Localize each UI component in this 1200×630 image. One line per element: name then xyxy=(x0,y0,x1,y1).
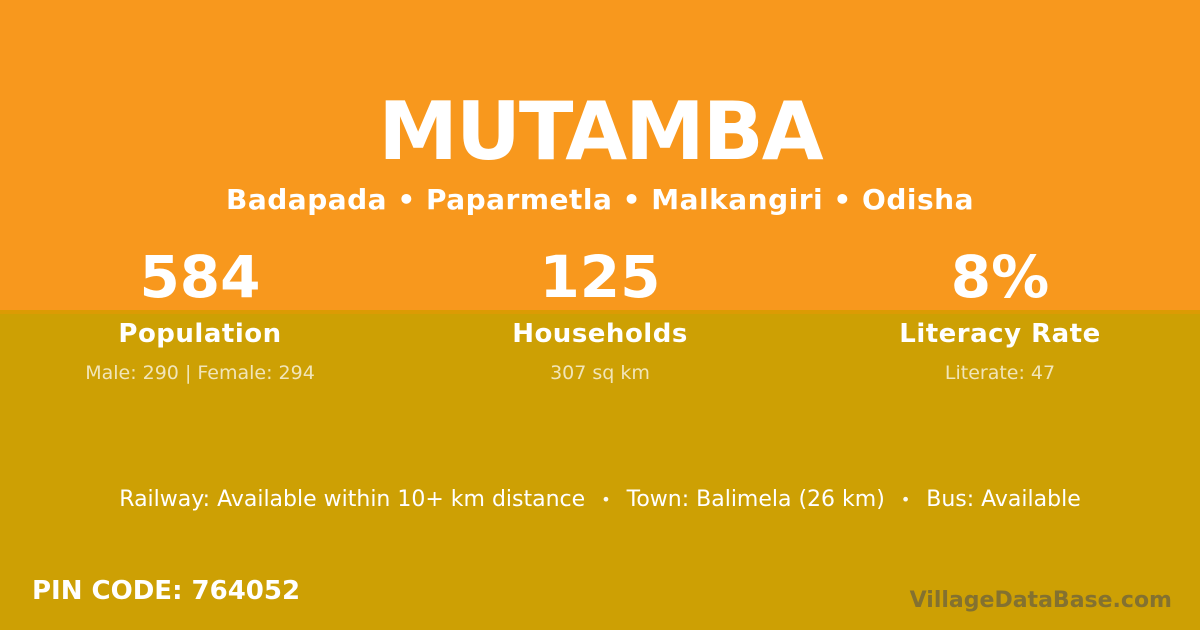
literacy-detail: Literate: 47 xyxy=(944,361,1056,384)
village-name-title: MUTAMBA xyxy=(378,85,823,178)
railway-availability: Railway: Available within 10+ km distanc… xyxy=(119,487,586,512)
population-label: Population xyxy=(118,319,282,349)
population-value: 584 xyxy=(139,243,261,311)
bus-availability: Bus: Available xyxy=(926,487,1081,512)
pin-code-label: PIN CODE: 764052 xyxy=(32,576,301,606)
literacy-label: Literacy Rate xyxy=(899,319,1101,349)
stat-households: 125 Households 307 sq km xyxy=(400,240,800,383)
village-location-breadcrumb: Badapada • Paparmetla • Malkangiri • Odi… xyxy=(226,183,974,216)
nearest-town: Town: Balimela (26 km) xyxy=(626,487,885,512)
bullet-separator-icon: • xyxy=(900,489,911,509)
households-value: 125 xyxy=(539,243,661,311)
site-watermark: VillageDataBase.com xyxy=(909,588,1172,613)
bullet-separator-icon: • xyxy=(601,489,611,509)
stats-row: 584 Population Male: 290 | Female: 294 1… xyxy=(0,240,1200,383)
population-detail: Male: 290 | Female: 294 xyxy=(85,361,315,384)
households-label: Households xyxy=(512,319,688,349)
amenities-line: Railway: Available within 10+ km distanc… xyxy=(0,487,1200,513)
stat-population: 584 Population Male: 290 | Female: 294 xyxy=(0,240,400,383)
stat-literacy: 8% Literacy Rate Literate: 47 xyxy=(800,240,1200,383)
households-detail: 307 sq km xyxy=(550,361,650,384)
orange-header-section xyxy=(0,0,1200,314)
literacy-value: 8% xyxy=(950,243,1050,311)
